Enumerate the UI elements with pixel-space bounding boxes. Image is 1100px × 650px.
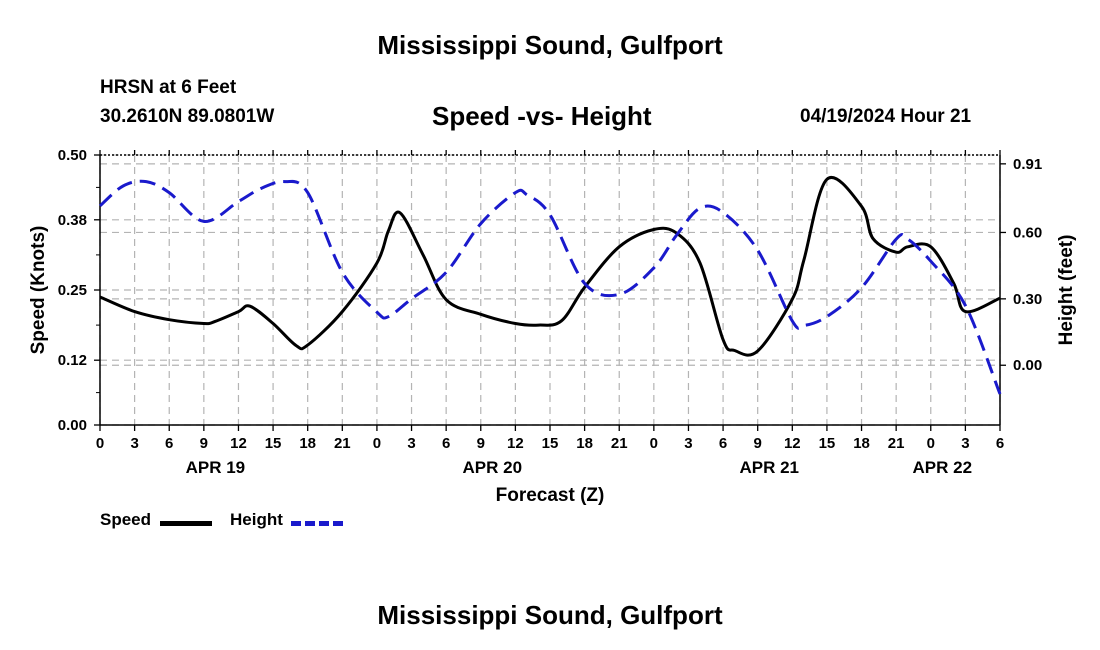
x-tick-label: 0 [650, 435, 658, 452]
day-label: APR 22 [913, 458, 973, 477]
y2-tick-label: 0.91 [1013, 156, 1042, 173]
y2-tick-label: 0.30 [1013, 291, 1042, 308]
y-tick-label: 0.50 [58, 147, 87, 164]
x-tick-label: 9 [200, 435, 208, 452]
x-tick-label: 18 [299, 435, 316, 452]
x-axis-title: Forecast (Z) [496, 485, 605, 506]
footer-title: Mississippi Sound, Gulfport [377, 600, 723, 630]
y-tick-label: 0.00 [58, 417, 87, 434]
x-tick-label: 0 [373, 435, 381, 452]
x-tick-label: 18 [576, 435, 593, 452]
speed-height-chart: 0 3 6 9 12 15 18 21 0 3 6 9 12 15 18 21 0 3 6 9 12 15 18 21 0 3 6A… [28, 147, 1077, 506]
x-tick-label: 21 [888, 435, 905, 452]
x-tick-label: 18 [853, 435, 870, 452]
x-tick-label: 6 [996, 435, 1004, 452]
x-tick-label: 15 [265, 435, 282, 452]
x-tick-label: 21 [611, 435, 628, 452]
x-tick-label: 0 [96, 435, 104, 452]
y-tick-label: 0.38 [58, 212, 87, 229]
x-tick-label: 12 [230, 435, 247, 452]
station-label: HRSN at 6 Feet [100, 77, 237, 98]
x-tick-label: 3 [961, 435, 969, 452]
legend-speed-swatch [160, 521, 212, 526]
station-coordinates: 30.2610N 89.0801W [100, 106, 275, 127]
y-tick-label: 0.12 [58, 352, 87, 369]
legend-speed-label: Speed [100, 510, 152, 529]
y2-tick-label: 0.60 [1013, 224, 1042, 241]
legend-height-label: Height [230, 510, 283, 529]
x-tick-label: 6 [719, 435, 727, 452]
x-tick-label: 9 [754, 435, 762, 452]
chart-subtitle: Speed -vs- Height [432, 101, 652, 131]
x-tick-label: 3 [684, 435, 692, 452]
day-label: APR 19 [186, 458, 246, 477]
y2-axis-title: Height (feet) [1056, 235, 1077, 346]
x-tick-label: 12 [507, 435, 524, 452]
day-label: APR 20 [463, 458, 523, 477]
x-tick-label: 6 [442, 435, 450, 452]
x-tick-label: 6 [165, 435, 173, 452]
legend-height-swatch [291, 521, 343, 526]
y2-tick-label: 0.00 [1013, 357, 1042, 374]
x-tick-label: 15 [542, 435, 559, 452]
x-tick-label: 0 [927, 435, 935, 452]
y-axis-title: Speed (Knots) [28, 226, 49, 355]
series-line-height [98, 179, 1002, 395]
x-tick-label: 15 [819, 435, 836, 452]
x-tick-label: 3 [130, 435, 138, 452]
x-tick-label: 12 [784, 435, 801, 452]
x-tick-label: 3 [407, 435, 415, 452]
x-tick-label: 9 [477, 435, 485, 452]
y-tick-label: 0.25 [58, 282, 87, 299]
x-tick-label: 21 [334, 435, 351, 452]
forecast-datetime: 04/19/2024 Hour 21 [800, 106, 972, 127]
chart-main-title: Mississippi Sound, Gulfport [377, 30, 723, 60]
day-label: APR 21 [739, 458, 799, 477]
series-line-speed [99, 175, 1001, 357]
